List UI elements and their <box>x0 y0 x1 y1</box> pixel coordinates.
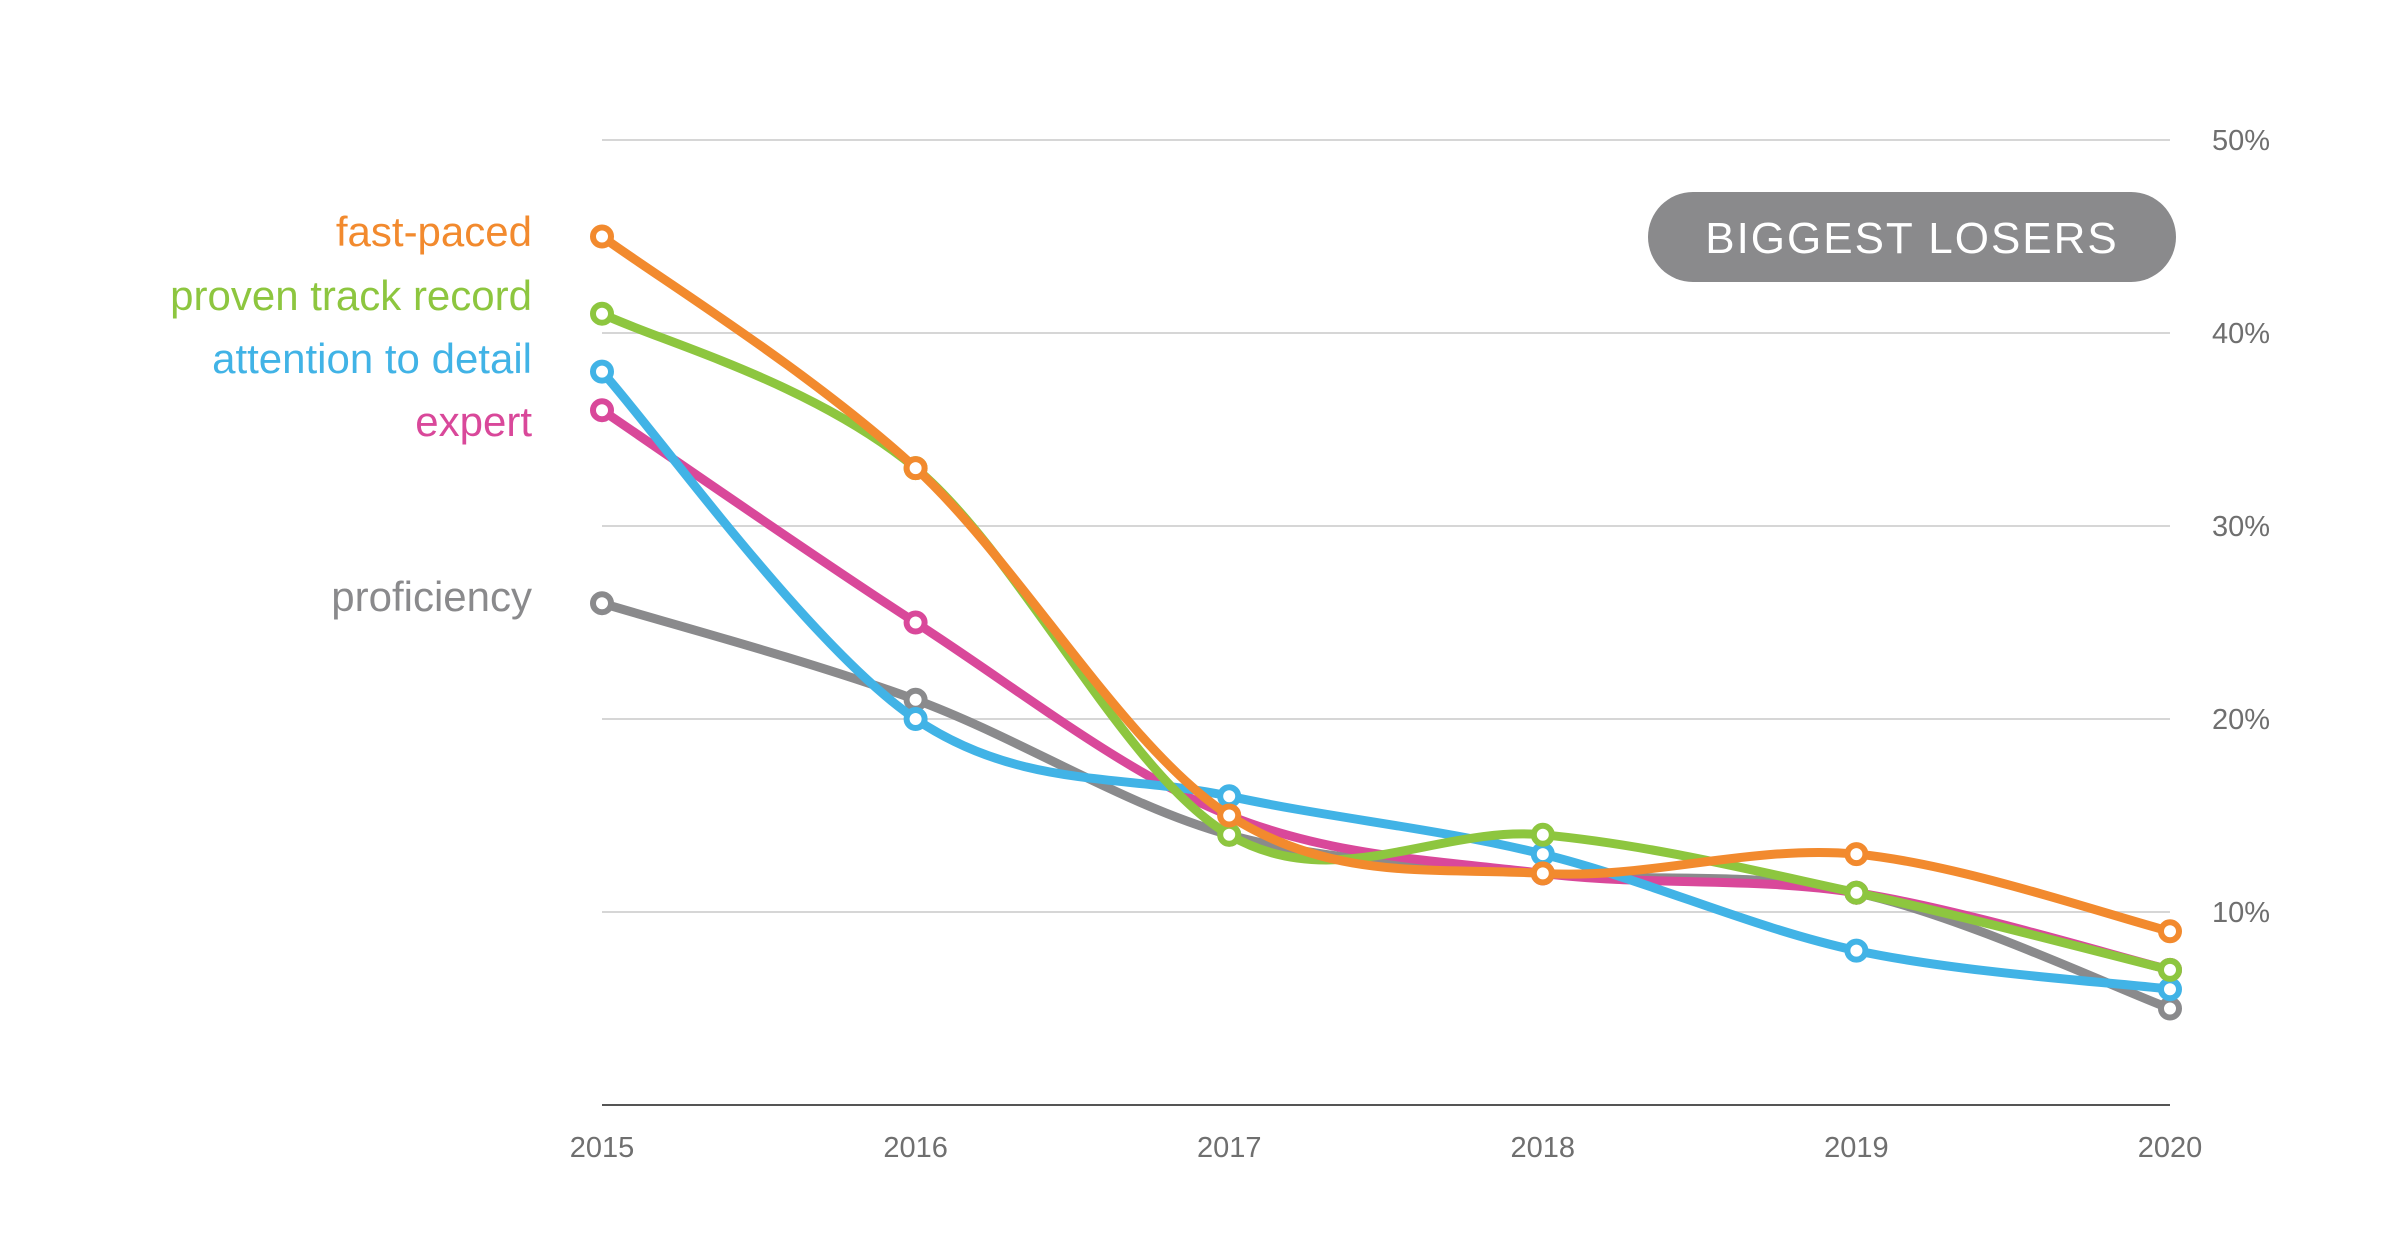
data-point <box>1530 861 1555 886</box>
data-point <box>2158 996 2182 1021</box>
data-point <box>2158 919 2182 944</box>
y-axis-ticks: 10% 20% 30% 40% 50% <box>2212 125 2270 929</box>
y-tick-label: 50% <box>2212 125 2270 157</box>
data-point <box>1844 842 1869 867</box>
legend-label-fast-paced: fast-paced <box>336 208 532 255</box>
series-lines <box>590 224 2182 1021</box>
x-tick-label: 2015 <box>570 1132 635 1164</box>
data-point <box>903 707 928 731</box>
data-point <box>903 610 928 635</box>
y-tick-label: 10% <box>2212 897 2270 929</box>
x-axis-ticks: 2015 2016 2017 2018 2019 2020 <box>570 1132 2203 1164</box>
legend-label-proven-track-record: proven track record <box>170 272 532 319</box>
series-expert <box>590 398 2182 982</box>
y-tick-label: 30% <box>2212 511 2270 543</box>
data-point <box>590 591 614 616</box>
x-tick-label: 2020 <box>2138 1132 2203 1164</box>
data-point <box>903 687 928 712</box>
series-line-expert <box>597 405 2175 975</box>
badge-background <box>1648 192 2176 282</box>
x-tick-label: 2018 <box>1511 1132 1576 1164</box>
data-point <box>1530 842 1555 867</box>
data-point <box>2158 977 2182 1002</box>
data-point <box>1217 822 1242 847</box>
series-fast-paced <box>590 224 2182 944</box>
gridlines <box>602 139 2170 913</box>
data-point <box>1217 784 1242 809</box>
biggest-losers-badge: BIGGEST LOSERS <box>1648 192 2176 282</box>
y-tick-label: 40% <box>2212 318 2270 350</box>
data-point <box>1217 803 1242 828</box>
data-point <box>590 224 614 249</box>
y-tick-label: 20% <box>2212 704 2270 736</box>
data-point <box>2158 957 2182 982</box>
data-point <box>590 398 614 423</box>
x-tick-label: 2017 <box>1197 1132 1262 1164</box>
legend: proficiency expert attention to detail prov… <box>170 208 532 620</box>
badge-label: BIGGEST LOSERS <box>1705 214 2119 263</box>
series-line-attention-to-detail <box>597 367 2175 994</box>
data-point <box>1844 880 1869 905</box>
data-point <box>1844 938 1869 963</box>
data-point <box>1530 822 1555 847</box>
series-line-proficiency <box>597 598 2175 1013</box>
series-attention-to-detail <box>590 359 2182 1002</box>
x-tick-label: 2019 <box>1824 1132 1889 1164</box>
x-tick-label: 2016 <box>883 1132 948 1164</box>
legend-label-attention-to-detail: attention to detail <box>212 335 532 382</box>
series-line-fast-paced <box>597 232 2175 936</box>
data-point <box>903 456 928 481</box>
series-proficiency <box>590 591 2182 1021</box>
data-point <box>590 359 614 384</box>
data-point <box>590 301 614 326</box>
legend-label-proficiency: proficiency <box>331 573 532 620</box>
legend-label-expert: expert <box>415 398 532 445</box>
